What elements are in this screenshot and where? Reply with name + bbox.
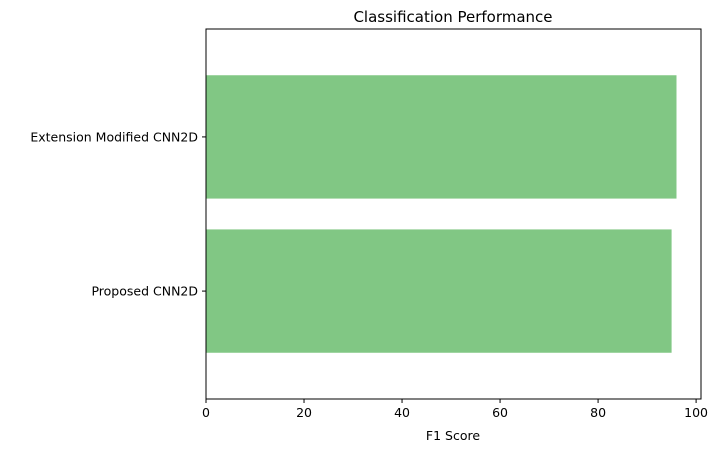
bars-group bbox=[206, 75, 677, 353]
plot-frame bbox=[205, 28, 702, 400]
bar-0 bbox=[206, 75, 677, 199]
x-tick-label-3: 60 bbox=[492, 405, 508, 420]
x-axis-title: F1 Score bbox=[426, 428, 480, 443]
chart-title: Classification Performance bbox=[353, 8, 552, 26]
x-axis-ticks: 0 20 40 60 80 100 bbox=[202, 399, 708, 420]
bar-1 bbox=[206, 229, 672, 353]
x-tick-label-0: 0 bbox=[202, 405, 210, 420]
y-axis-ticks: Extension Modified CNN2D Proposed CNN2D bbox=[30, 129, 206, 299]
x-tick-label-1: 20 bbox=[296, 405, 312, 420]
y-tick-label-0: Extension Modified CNN2D bbox=[30, 129, 198, 144]
y-tick-label-1: Proposed CNN2D bbox=[91, 284, 198, 299]
x-tick-label-4: 80 bbox=[590, 405, 606, 420]
x-tick-label-2: 40 bbox=[394, 405, 410, 420]
x-tick-label-5: 100 bbox=[684, 405, 708, 420]
